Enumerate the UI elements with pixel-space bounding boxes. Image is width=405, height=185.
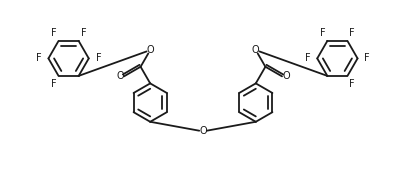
Text: F: F [95, 53, 101, 63]
Text: O: O [281, 71, 289, 81]
Text: F: F [363, 53, 369, 63]
Text: O: O [252, 45, 259, 55]
Text: O: O [116, 71, 124, 81]
Text: O: O [199, 126, 206, 136]
Text: F: F [51, 79, 56, 89]
Text: F: F [51, 28, 56, 38]
Text: F: F [81, 28, 86, 38]
Text: F: F [349, 79, 354, 89]
Text: O: O [146, 45, 153, 55]
Text: F: F [349, 28, 354, 38]
Text: F: F [36, 53, 42, 63]
Text: F: F [304, 53, 310, 63]
Text: F: F [319, 28, 324, 38]
